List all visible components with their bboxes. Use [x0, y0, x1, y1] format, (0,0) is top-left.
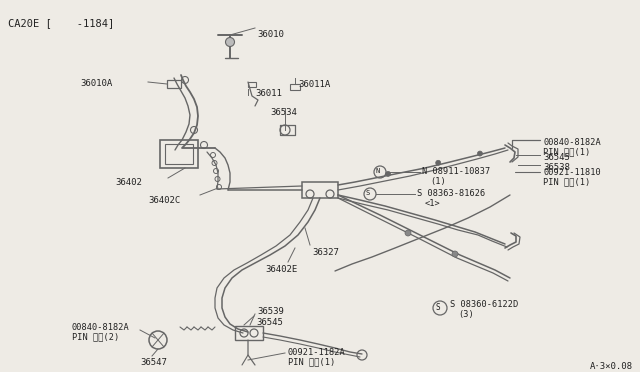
Text: 36011: 36011 [255, 89, 282, 98]
Text: PIN ピン(1): PIN ピン(1) [543, 177, 590, 186]
Text: 00921-1182A: 00921-1182A [288, 348, 346, 357]
Text: PIN ピン(1): PIN ピン(1) [288, 357, 335, 366]
Text: 36011A: 36011A [298, 80, 330, 89]
Text: 36534: 36534 [270, 108, 297, 117]
Circle shape [405, 230, 411, 236]
Text: 00840-8182A: 00840-8182A [72, 323, 130, 332]
Text: CA20E [    -1184]: CA20E [ -1184] [8, 18, 115, 28]
Text: 36402E: 36402E [265, 265, 297, 274]
Text: 36545: 36545 [543, 153, 570, 162]
Text: 36547: 36547 [140, 358, 167, 367]
Text: N 08911-10837: N 08911-10837 [422, 167, 490, 176]
Text: S: S [366, 190, 370, 196]
Text: S 08360-6122D: S 08360-6122D [450, 300, 518, 309]
Text: 00840-8182A: 00840-8182A [543, 138, 601, 147]
Text: 00921-11810: 00921-11810 [543, 168, 601, 177]
Bar [302, 182, 338, 198]
Bar [160, 140, 198, 168]
Text: N: N [376, 168, 380, 174]
Text: (1): (1) [430, 177, 445, 186]
Circle shape [436, 160, 441, 165]
Text: 36545: 36545 [256, 318, 283, 327]
Text: 36327: 36327 [312, 248, 339, 257]
Text: 36402: 36402 [115, 178, 142, 187]
Text: 36402C: 36402C [148, 196, 180, 205]
Text: A·3×0.08: A·3×0.08 [590, 362, 633, 371]
Bar [165, 144, 193, 164]
Bar [248, 82, 256, 87]
Bar [167, 80, 181, 88]
Text: S 08363-81626: S 08363-81626 [417, 189, 485, 198]
Text: (3): (3) [458, 310, 474, 319]
Text: 36538: 36538 [543, 163, 570, 172]
Text: 36539: 36539 [257, 307, 284, 316]
Circle shape [225, 38, 234, 46]
Text: PIN ピン(1): PIN ピン(1) [543, 147, 590, 156]
Text: <1>: <1> [425, 199, 441, 208]
Text: 36010: 36010 [257, 30, 284, 39]
Text: S: S [436, 304, 440, 312]
Text: PIN ピン(2): PIN ピン(2) [72, 332, 119, 341]
Circle shape [477, 151, 483, 156]
Bar [235, 326, 263, 340]
Bar [290, 84, 300, 90]
Circle shape [385, 171, 390, 176]
Circle shape [452, 251, 458, 257]
Text: 36010A: 36010A [80, 78, 112, 87]
